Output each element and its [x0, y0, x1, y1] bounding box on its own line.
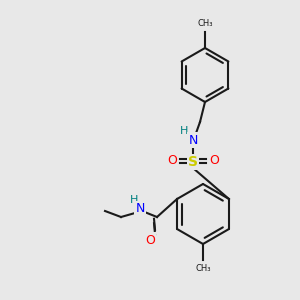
Text: O: O — [167, 154, 177, 167]
Text: O: O — [145, 233, 155, 247]
Text: S: S — [188, 155, 198, 169]
Text: N: N — [188, 134, 198, 146]
Text: CH₃: CH₃ — [197, 19, 213, 28]
Text: N: N — [135, 202, 145, 215]
Text: H: H — [180, 126, 188, 136]
Text: H: H — [130, 195, 138, 205]
Text: O: O — [209, 154, 219, 167]
Text: CH₃: CH₃ — [195, 264, 211, 273]
